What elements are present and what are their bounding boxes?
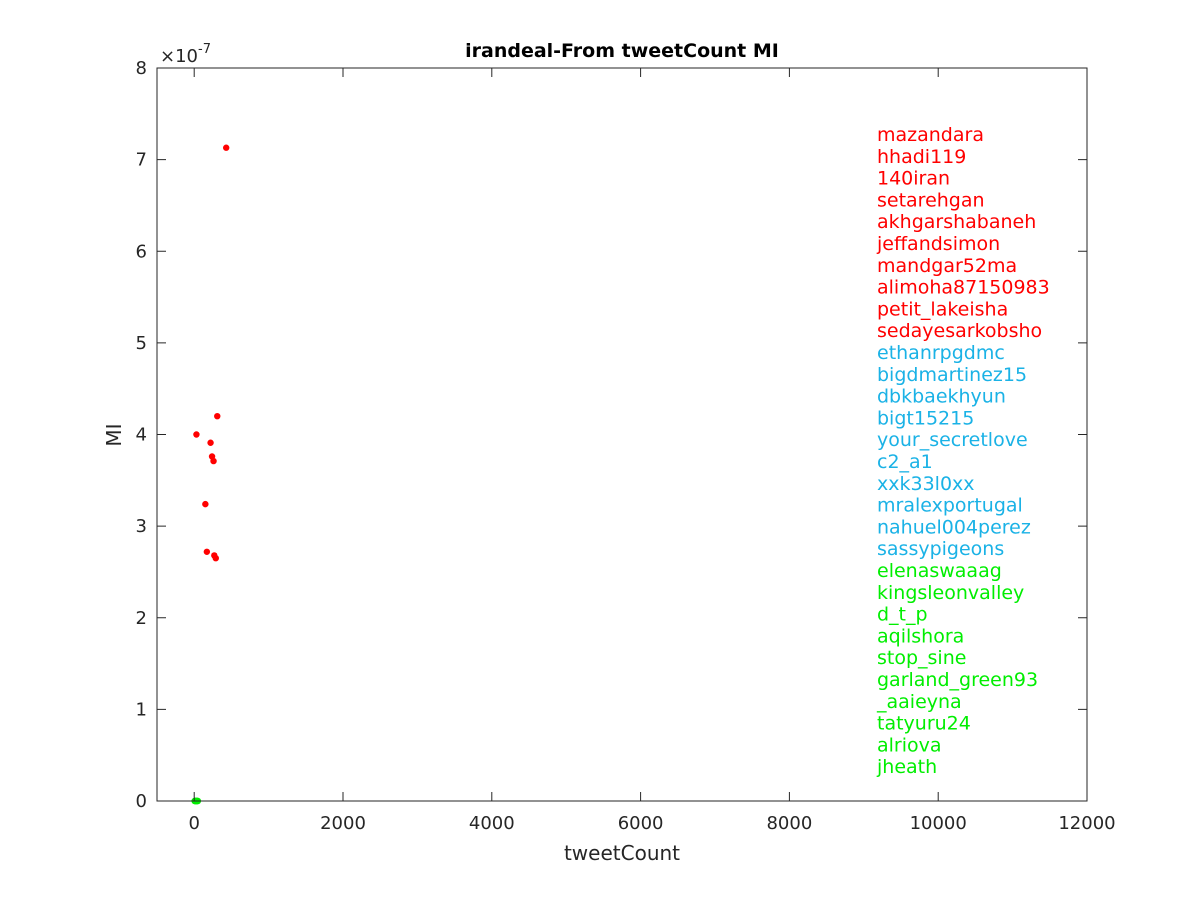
y-multiplier-exponent: -7 [198, 42, 211, 57]
plot-area [157, 68, 1087, 801]
legend-entry: tatyuru24 [877, 713, 971, 735]
chart-title: irandeal-From tweetCount MI [465, 40, 779, 62]
legend-entry: mazandara [877, 124, 984, 146]
legend-entry: mralexportugal [877, 495, 1023, 517]
legend-entry: your_secretlove [877, 429, 1028, 451]
legend: mazandarahhadi119140iransetarehganakhgar… [876, 124, 1050, 778]
y-tick-label: 5 [136, 333, 147, 354]
legend-entry: ethanrpgdmc [877, 342, 1005, 364]
legend-entry: setarehgan [877, 189, 985, 211]
data-point [214, 412, 221, 420]
legend-entry: hhadi119 [877, 146, 966, 168]
legend-entry: sedayesarkobsho [877, 320, 1042, 342]
x-tick-label: 2000 [320, 813, 366, 834]
x-tick-label: 12000 [1058, 813, 1115, 834]
y-tick-label: 7 [136, 150, 147, 171]
y-axis-label: MI [102, 423, 126, 446]
data-point [222, 144, 230, 151]
legend-entry: akhgarshabaneh [877, 211, 1036, 233]
data-point [202, 500, 209, 508]
y-tick-label: 3 [136, 516, 147, 537]
x-tick-label: 6000 [618, 813, 664, 834]
y-axis-ticks: 0 1 2 3 4 5 6 7 8 [136, 58, 1087, 812]
legend-entry: alriova [877, 734, 942, 756]
legend-entry: alimoha87150983 [877, 277, 1050, 299]
legend-entry: sassypigeons [877, 538, 1004, 560]
legend-entry: d_t_p [877, 604, 928, 626]
y-tick-label: 1 [136, 699, 147, 720]
data-point [212, 554, 219, 562]
y-multiplier-label: ×10-7 [160, 42, 211, 67]
legend-entry: bigdmartinez15 [877, 364, 1027, 386]
legend-entry: 140iran [877, 168, 950, 190]
data-point [210, 457, 217, 465]
legend-entry: dbkbaekhyun [877, 386, 1006, 408]
legend-entry: bigt15215 [877, 407, 974, 429]
y-tick-label: 4 [136, 425, 147, 446]
legend-entry: garland_green93 [877, 669, 1038, 691]
legend-entry: jeffandsimon [876, 233, 1000, 255]
x-axis-label: tweetCount [564, 841, 680, 865]
y-tick-label: 6 [136, 241, 147, 262]
legend-entry: elenaswaaag [877, 560, 1002, 582]
x-tick-label: 4000 [469, 813, 515, 834]
legend-entry: mandgar52ma [877, 255, 1017, 277]
x-tick-label: 8000 [766, 813, 812, 834]
data-point [193, 431, 200, 438]
x-axis-ticks: 0 2000 4000 6000 8000 10000 12000 [188, 68, 1116, 834]
y-tick-label: 0 [136, 791, 147, 812]
legend-entry: aqilshora [877, 625, 964, 647]
y-multiplier-base: ×10 [160, 46, 198, 67]
legend-entry: jheath [876, 756, 937, 778]
y-tick-label: 8 [136, 58, 147, 79]
legend-entry: petit_lakeisha [877, 298, 1008, 320]
data-point [207, 439, 214, 446]
legend-entry: stop_sine [877, 647, 966, 669]
legend-entry: nahuel004perez [877, 516, 1031, 538]
legend-entry: c2_a1 [877, 451, 933, 473]
x-tick-label: 0 [188, 813, 199, 834]
x-tick-label: 10000 [910, 813, 967, 834]
y-tick-label: 2 [136, 608, 147, 629]
legend-entry: _aaieyna [876, 691, 962, 713]
data-point [203, 548, 211, 555]
legend-entry: xxk33l0xx [877, 473, 975, 495]
legend-entry: kingsleonvalley [877, 582, 1024, 604]
